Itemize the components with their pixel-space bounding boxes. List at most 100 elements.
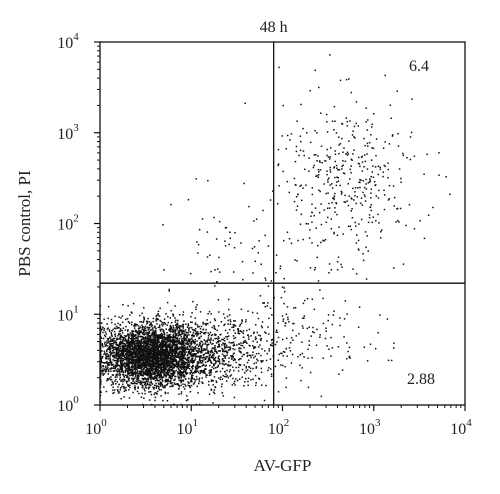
scatter-point (193, 371, 196, 374)
scatter-point (174, 331, 176, 333)
scatter-point (138, 379, 140, 382)
scatter-point (349, 120, 351, 122)
scatter-point (313, 308, 316, 311)
scatter-point (183, 336, 185, 338)
scatter-point (142, 375, 145, 377)
scatter-point (163, 344, 165, 347)
scatter-point (196, 363, 199, 365)
scatter-point (163, 363, 166, 365)
scatter-point (150, 356, 152, 359)
scatter-point (208, 372, 210, 374)
scatter-point (144, 386, 147, 388)
scatter-point (148, 347, 150, 350)
scatter-point (124, 367, 127, 369)
scatter-point (142, 336, 145, 339)
scatter-point (158, 346, 161, 348)
scatter-point (346, 313, 348, 315)
scatter-point (202, 328, 204, 331)
scatter-point (163, 349, 166, 352)
scatter-point (103, 386, 105, 388)
scatter-point (260, 337, 263, 340)
scatter-point (307, 357, 309, 360)
scatter-point (121, 352, 123, 355)
scatter-point (112, 359, 114, 361)
scatter-point (180, 363, 182, 366)
scatter-point (231, 384, 234, 386)
scatter-point (224, 340, 226, 342)
scatter-point (194, 327, 197, 330)
scatter-point (169, 345, 171, 348)
scatter-point (391, 135, 394, 137)
scatter-point (142, 340, 145, 342)
scatter-point (130, 369, 133, 371)
scatter-point (170, 309, 172, 312)
scatter-point (165, 337, 168, 339)
scatter-point (165, 362, 168, 364)
scatter-point (121, 329, 124, 332)
scatter-point (208, 310, 211, 313)
scatter-point (152, 359, 155, 362)
scatter-point (133, 327, 136, 329)
scatter-point (358, 163, 361, 165)
scatter-point (151, 360, 154, 362)
scatter-point (152, 362, 154, 364)
scatter-point (142, 346, 145, 348)
scatter-point (146, 363, 148, 366)
scatter-point (334, 150, 336, 152)
scatter-point (370, 192, 372, 194)
scatter-point (119, 344, 121, 346)
scatter-point (178, 327, 181, 330)
scatter-point (154, 368, 157, 370)
scatter-point (165, 364, 167, 367)
scatter-point (123, 376, 126, 378)
scatter-point (167, 336, 169, 338)
scatter-point (149, 356, 151, 358)
scatter-point (194, 329, 197, 332)
scatter-point (141, 349, 143, 352)
scatter-point (190, 340, 192, 343)
scatter-point (180, 384, 182, 387)
scatter-point (136, 354, 139, 357)
scatter-point (294, 306, 297, 309)
scatter-point (129, 332, 132, 334)
scatter-point (141, 381, 144, 384)
scatter-point (206, 346, 208, 348)
scatter-point (235, 378, 237, 380)
scatter-point (182, 314, 184, 316)
scatter-point (192, 353, 195, 355)
scatter-point (103, 350, 106, 353)
scatter-point (146, 331, 148, 334)
scatter-point (131, 366, 133, 369)
scatter-point (148, 386, 151, 388)
scatter-point (242, 278, 244, 281)
scatter-point (152, 354, 154, 356)
scatter-point (233, 352, 235, 354)
scatter-point (183, 371, 185, 374)
scatter-point (150, 363, 152, 365)
scatter-point (217, 299, 220, 301)
scatter-point (144, 325, 147, 328)
scatter-point (160, 344, 162, 346)
scatter-point (288, 191, 291, 194)
scatter-point (138, 370, 141, 373)
scatter-point (253, 331, 255, 334)
scatter-point (140, 355, 143, 357)
scatter-point (185, 367, 187, 369)
scatter-point (166, 344, 169, 346)
scatter-point (111, 342, 113, 345)
scatter-point (176, 371, 179, 373)
scatter-point (168, 328, 170, 331)
scatter-point (180, 345, 183, 347)
scatter-point (187, 338, 190, 340)
scatter-point (148, 362, 151, 365)
scatter-point (112, 355, 114, 357)
scatter-point (241, 320, 244, 322)
scatter-point (162, 376, 165, 378)
scatter-point (164, 365, 166, 368)
scatter-point (302, 150, 305, 152)
scatter-point (143, 307, 145, 309)
scatter-point (350, 210, 353, 212)
scatter-point (128, 397, 131, 399)
scatter-point (195, 308, 197, 311)
scatter-point (110, 378, 113, 381)
